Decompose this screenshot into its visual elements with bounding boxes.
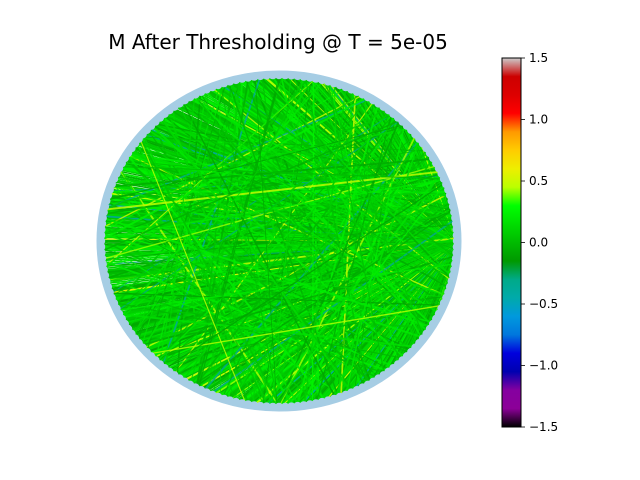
- node-marker: [274, 70, 284, 80]
- node-marker: [262, 402, 271, 411]
- node-marker: [250, 72, 259, 81]
- edge-line: [323, 80, 425, 338]
- edge-line: [277, 118, 401, 408]
- colorbar-tick-label: −1.0: [529, 359, 558, 373]
- edge-line: [271, 74, 424, 340]
- edge-line: [116, 307, 431, 329]
- edge-line: [106, 123, 406, 201]
- colorbar-tick-label: 1.5: [529, 51, 548, 65]
- edge-line: [333, 83, 341, 398]
- edge-line: [156, 119, 413, 353]
- edge-line: [124, 157, 373, 384]
- chart-title: M After Thresholding @ T = 5e-05: [108, 30, 448, 54]
- node-marker: [96, 236, 106, 246]
- edge-line: [100, 240, 432, 328]
- edge-line: [140, 136, 429, 152]
- edge-line: [123, 160, 449, 191]
- edge-line: [193, 94, 404, 361]
- colorbar-ticks: −1.5 −1.0 −0.5 0.0 0.5 1.0 1.5: [521, 51, 558, 434]
- node-marker: [274, 402, 284, 412]
- node-marker: [452, 231, 462, 240]
- edge-line: [327, 81, 386, 375]
- edge-line: [119, 165, 445, 180]
- edge-line: [234, 136, 418, 403]
- node-marker: [256, 401, 265, 411]
- edge-line: [182, 101, 450, 289]
- edge-line: [181, 110, 391, 381]
- edge-line: [129, 149, 431, 329]
- node-marker: [293, 71, 302, 81]
- edge-line: [100, 119, 402, 252]
- edges-group: [100, 73, 459, 408]
- node-marker: [268, 70, 277, 80]
- edge-line: [101, 229, 434, 324]
- node-marker: [299, 401, 308, 410]
- edge-line: [315, 112, 393, 404]
- edge-line: [271, 76, 303, 407]
- edge-line: [195, 74, 281, 389]
- edge-line: [345, 123, 406, 395]
- edge-line: [115, 201, 453, 307]
- node-marker: [452, 236, 462, 246]
- edge-line: [117, 263, 456, 312]
- colorbar-tick-label: 1.0: [529, 113, 548, 127]
- edge-line: [100, 178, 445, 239]
- node-marker: [287, 402, 296, 411]
- edge-line: [161, 257, 457, 367]
- node-marker: [268, 402, 277, 412]
- edge-line: [164, 181, 446, 370]
- edge-line: [139, 243, 458, 346]
- edge-line: [139, 136, 281, 408]
- edge-line: [126, 154, 455, 216]
- edge-line: [112, 182, 370, 385]
- edge-line: [222, 82, 457, 259]
- edge-line: [100, 242, 344, 397]
- edge-line: [107, 285, 387, 374]
- edge-line: [181, 101, 337, 399]
- colorbar: −1.5 −1.0 −0.5 0.0 0.5 1.0 1.5: [501, 51, 558, 434]
- node-marker: [293, 401, 302, 411]
- node-marker: [96, 242, 106, 251]
- colorbar-tick-label: −1.5: [529, 420, 558, 434]
- edge-line: [100, 232, 424, 339]
- colorbar-gradient: [501, 57, 522, 428]
- edge-line: [164, 94, 196, 369]
- edge-line: [334, 138, 421, 399]
- edge-line: [127, 82, 332, 329]
- edge-line: [254, 76, 278, 408]
- edge-line: [101, 164, 438, 260]
- colorbar-tick-label: 0.0: [529, 236, 548, 250]
- edge-line: [163, 113, 453, 280]
- edge-line: [100, 96, 369, 242]
- node-marker: [281, 70, 290, 80]
- node-marker: [262, 71, 271, 80]
- edge-line: [118, 313, 417, 348]
- edge-line: [148, 304, 444, 355]
- edge-line: [260, 75, 454, 279]
- edge-line: [139, 137, 247, 405]
- edge-line: [105, 148, 428, 205]
- node-marker: [281, 402, 290, 412]
- edge-line: [192, 208, 455, 387]
- node-marker: [256, 71, 265, 81]
- plot-area: [96, 70, 462, 412]
- colorbar-tick-label: 0.5: [529, 174, 548, 188]
- edge-line: [336, 100, 375, 399]
- edge-line: [202, 138, 421, 392]
- colorbar-tick-label: −0.5: [529, 297, 558, 311]
- edge-line: [104, 170, 441, 211]
- edge-line: [264, 171, 442, 408]
- edge-line: [151, 123, 451, 289]
- edge-line: [270, 182, 447, 408]
- node-marker: [287, 71, 296, 80]
- nodes-group: [96, 70, 462, 412]
- edge-line: [189, 96, 458, 244]
- edge-line: [157, 97, 369, 364]
- edge-line: [159, 116, 352, 394]
